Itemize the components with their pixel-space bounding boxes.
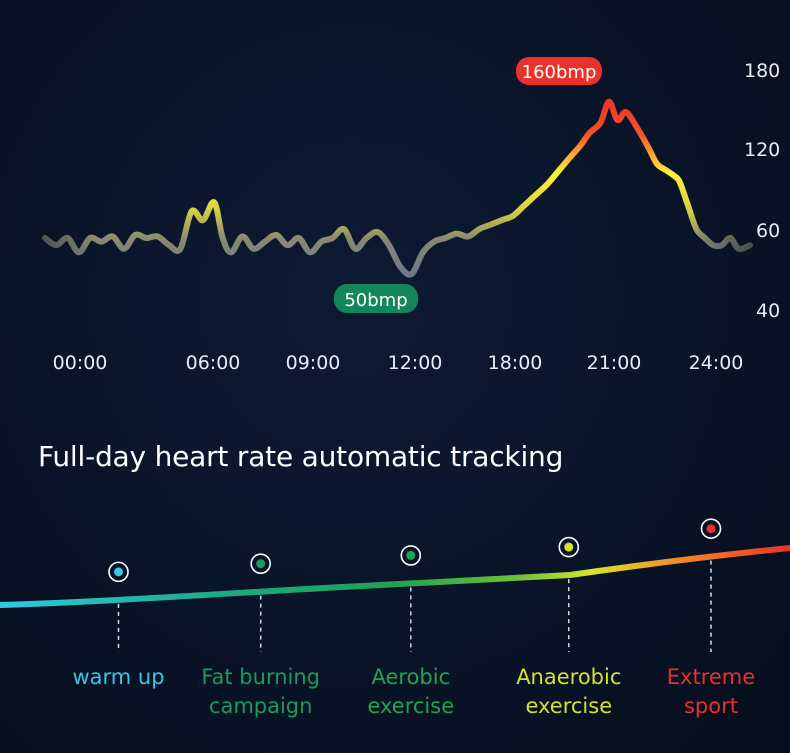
zone-marker-ring [400,545,422,566]
x-tick-label: 21:00 [587,352,642,374]
y-tick-label: 180 [744,60,780,82]
zone-label-warm-up: warm up [72,665,165,689]
heart-rate-chart: 180 120 60 40 00:00 06:00 09:00 12:00 18… [42,57,780,374]
x-tick-label: 06:00 [186,352,241,374]
zone-label-aerobic: Aerobic exercise [367,665,455,718]
low-badge-bg [334,284,418,313]
intensity-zones-chart [0,518,790,652]
zone-marker-ring [108,561,129,583]
x-tick-label: 12:00 [388,352,443,374]
zone-marker-ring [558,536,580,558]
zone-label-fat-burning: Fat burning campaign [201,665,320,718]
zone-marker-dot [706,524,716,534]
y-tick-label: 60 [756,220,780,242]
x-tick-label: 09:00 [286,352,341,374]
zone-marker-ring [250,553,271,574]
x-tick-label: 00:00 [53,352,108,374]
y-tick-label: 40 [756,300,780,322]
zone-markers [108,518,722,652]
intensity-curve [0,545,790,608]
zone-marker-dot [406,550,416,560]
y-axis: 180 120 60 40 [744,60,780,322]
page-headline: Full-day heart rate automatic tracking [38,440,564,473]
low-badge-text: 50bmp [344,290,407,311]
zone-marker-dot [114,567,123,577]
x-tick-label: 24:00 [689,352,744,374]
peak-badge-text: 160bmp [522,62,597,83]
x-axis: 00:00 06:00 09:00 12:00 18:00 21:00 24:0… [53,352,744,374]
zone-label-extreme: Extreme sport [666,665,756,718]
y-tick-label: 120 [744,139,780,161]
zone-marker-dot [564,542,574,552]
x-tick-label: 18:00 [488,352,543,374]
peak-badge-bg [516,57,602,85]
heart-rate-line [42,98,753,278]
low-badge: 50bmp [334,284,418,313]
zone-marker-dot [256,559,266,569]
zone-label-anaerobic: Anaerobic exercise [516,665,622,718]
zone-marker-ring [700,518,722,539]
peak-badge: 160bmp [516,57,602,85]
